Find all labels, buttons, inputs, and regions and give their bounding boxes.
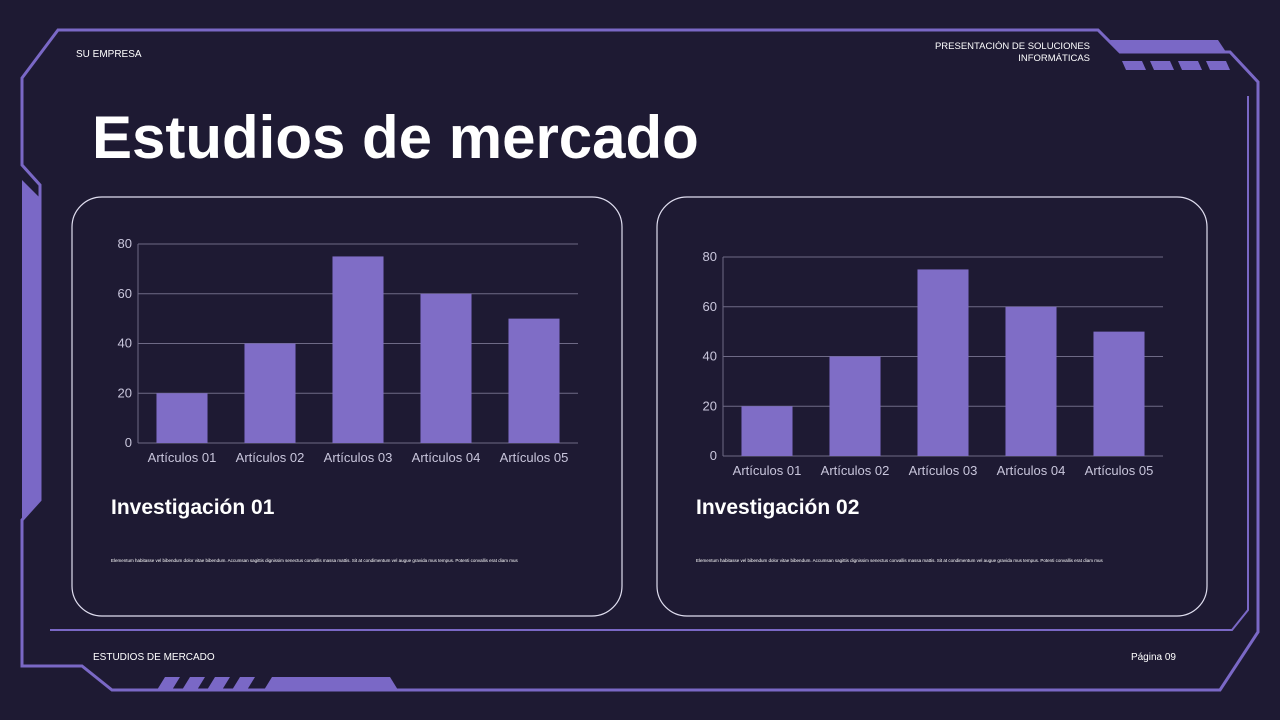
bar xyxy=(1005,306,1057,456)
y-tick-label: 40 xyxy=(118,336,132,351)
x-tick-label: Artículos 05 xyxy=(1085,463,1154,478)
x-tick-label: Artículos 03 xyxy=(909,463,978,478)
x-tick-label: Artículos 01 xyxy=(733,463,802,478)
x-tick-label: Artículos 03 xyxy=(324,450,393,465)
card-text: Elementum habitasse vel bibendum dolor v… xyxy=(111,558,518,563)
bar xyxy=(1093,331,1145,456)
footer-section: ESTUDIOS DE MERCADO xyxy=(93,652,215,663)
card xyxy=(656,196,1208,617)
card xyxy=(71,196,623,617)
company: SU EMPRESA xyxy=(76,49,142,60)
x-tick-label: Artículos 04 xyxy=(412,450,481,465)
card-text: Elementum habitasse vel bibendum dolor v… xyxy=(696,558,1103,563)
y-tick-label: 20 xyxy=(703,398,717,413)
y-tick-label: 80 xyxy=(703,249,717,264)
frame-inner xyxy=(50,96,1249,631)
x-tick-label: Artículos 02 xyxy=(821,463,890,478)
presentation-box: PRESENTACIÓN DE SOLUCIONES INFORMÁTICAS xyxy=(934,41,1090,64)
y-tick-label: 20 xyxy=(118,385,132,400)
card-title: Investigación 02 xyxy=(696,496,859,519)
left-accent xyxy=(22,180,40,520)
x-tick-label: Artículos 02 xyxy=(236,450,305,465)
top-stripes xyxy=(1122,61,1230,70)
x-tick-label: Artículos 04 xyxy=(997,463,1066,478)
x-tick-label: Artículos 01 xyxy=(148,450,217,465)
bar xyxy=(420,293,472,443)
y-tick-label: 0 xyxy=(710,448,717,463)
card-title: Investigación 01 xyxy=(111,496,275,519)
bar xyxy=(741,406,793,456)
presentation: PRESENTACIÓN DE SOLUCIONES INFORMÁTICAS xyxy=(934,41,1090,64)
bar xyxy=(829,356,881,456)
bar xyxy=(508,318,560,443)
y-tick-label: 0 xyxy=(125,435,132,450)
y-tick-label: 60 xyxy=(703,299,717,314)
y-tick-label: 60 xyxy=(118,286,132,301)
top-accent xyxy=(1110,40,1226,52)
page-number: Página 09 xyxy=(1131,652,1176,663)
bar xyxy=(917,269,969,456)
slide-title: Estudios de mercado xyxy=(92,104,699,171)
bar xyxy=(332,256,384,443)
y-tick-label: 80 xyxy=(118,236,132,251)
y-tick-label: 40 xyxy=(703,349,717,364)
x-tick-label: Artículos 05 xyxy=(500,450,569,465)
bar xyxy=(244,343,296,443)
bottom-stripes xyxy=(157,677,398,690)
bar xyxy=(156,393,208,443)
